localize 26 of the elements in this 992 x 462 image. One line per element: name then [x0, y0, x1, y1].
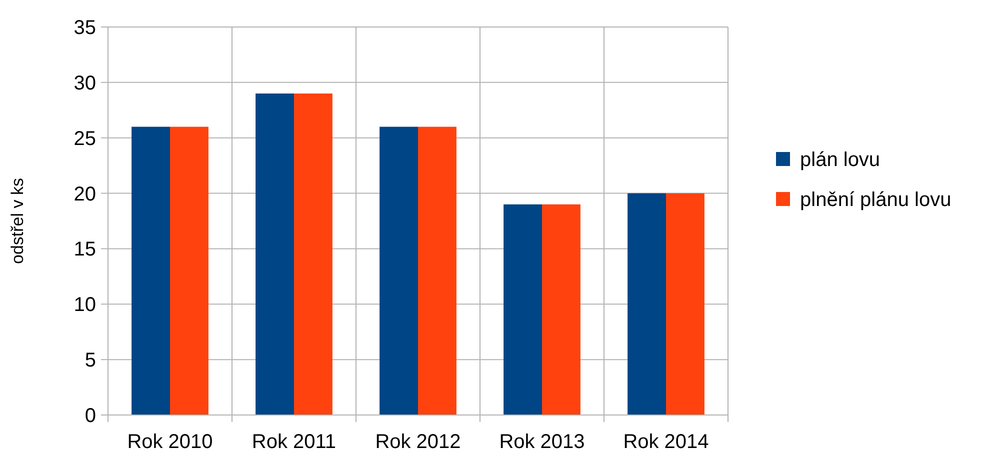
x-tick-label: Rok 2014 — [623, 431, 709, 453]
y-tick-label: 10 — [74, 294, 96, 316]
bar — [666, 193, 704, 415]
y-tick-label: 5 — [84, 350, 96, 372]
bar — [628, 193, 666, 415]
bar — [256, 94, 294, 415]
y-tick-label: 30 — [74, 72, 96, 94]
y-tick-label: 25 — [74, 128, 96, 150]
x-tick-label: Rok 2012 — [375, 431, 461, 453]
y-tick-label: 15 — [74, 238, 96, 261]
y-tick-label: 35 — [74, 17, 96, 39]
legend-label: plán lovu — [800, 149, 880, 171]
x-tick-label: Rok 2010 — [127, 431, 213, 453]
bar — [294, 94, 332, 415]
bar — [132, 126, 170, 415]
x-tick-label: Rok 2013 — [499, 431, 585, 453]
bar — [170, 126, 208, 415]
bar — [380, 126, 418, 415]
y-axis-title: odstřel v ks — [8, 178, 27, 264]
bar — [418, 126, 456, 415]
bar — [542, 204, 580, 415]
y-tick-label: 0 — [84, 405, 96, 427]
legend-label: plnění plánu lovu — [800, 189, 952, 211]
bar — [504, 204, 542, 415]
x-tick-label: Rok 2011 — [252, 431, 336, 453]
y-tick-label: 20 — [74, 183, 96, 206]
